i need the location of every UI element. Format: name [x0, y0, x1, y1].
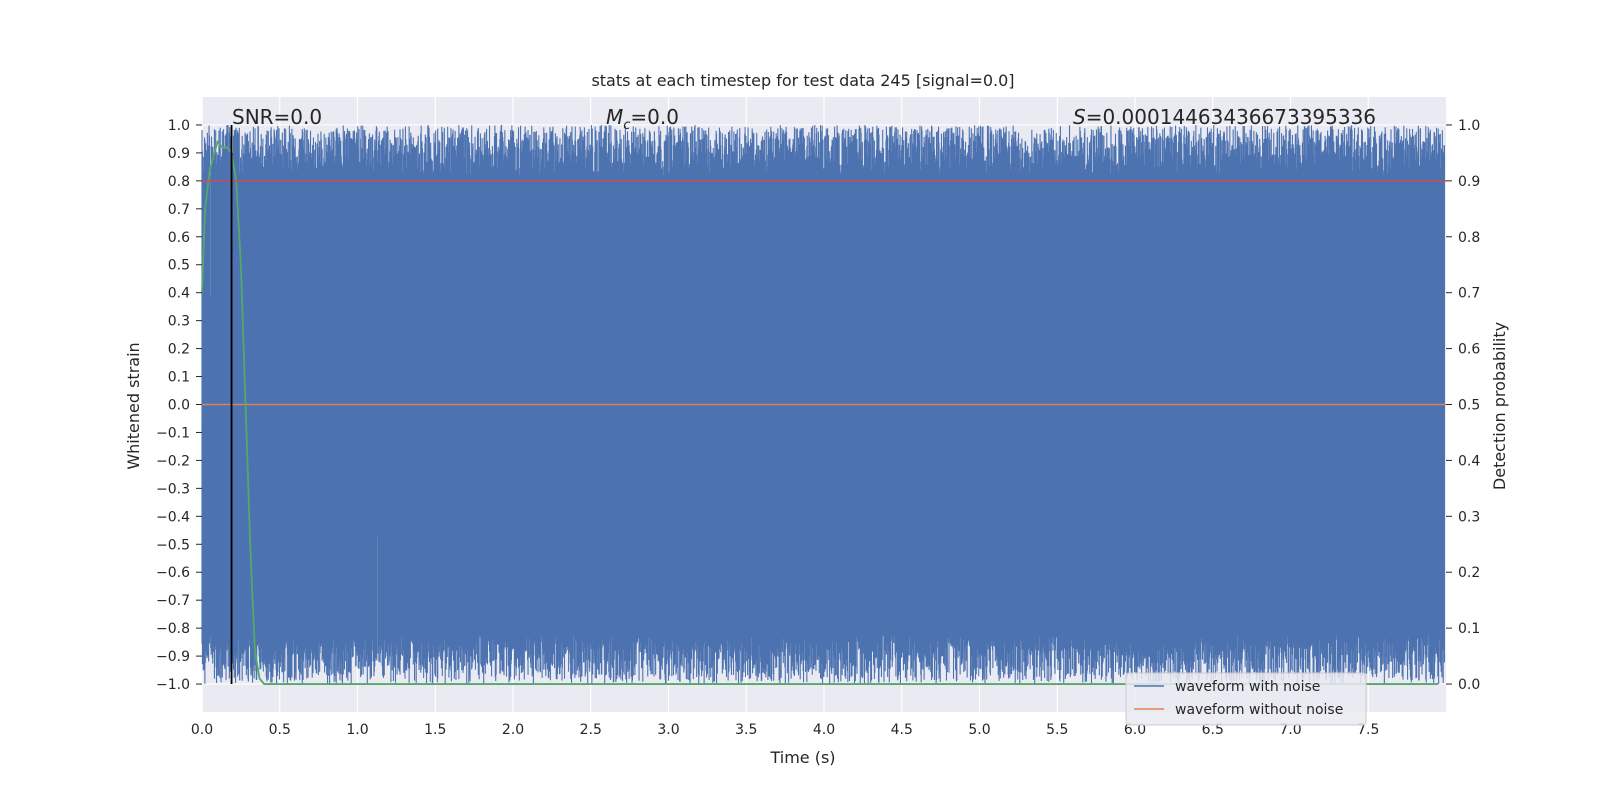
y-tick-label: −1.0 — [156, 677, 190, 693]
x-tick-label: 6.5 — [1202, 722, 1224, 738]
legend: waveform with noise waveform without noi… — [1125, 672, 1367, 726]
y-tick-label: −0.7 — [156, 593, 190, 609]
y2-axis-ticks: 1.0 0.9 0.8 0.7 0.6 0.5 0.4 0.3 0.2 0.1 0.0 — [1446, 118, 1480, 693]
y-tick-label: −0.6 — [156, 565, 190, 581]
y2-tick-label: 0.0 — [1458, 677, 1480, 693]
x-tick-label: 1.0 — [346, 722, 368, 738]
y-tick-label: 0.3 — [168, 314, 190, 330]
detection-probability-line — [201, 139, 1439, 685]
y-axis-label: Whitened strain — [124, 342, 143, 469]
y-axis-ticks: 1.0 0.9 0.8 0.7 0.6 0.5 0.4 0.3 0.2 0.1 0.0 −0.1 −0.… — [156, 118, 202, 693]
x-tick-label: 4.0 — [813, 722, 835, 738]
x-tick-label: 2.0 — [502, 722, 524, 738]
x-tick-label: 4.5 — [891, 722, 913, 738]
chart-title: stats at each timestep for test data 245… — [591, 71, 1014, 90]
y2-tick-label: 0.6 — [1458, 342, 1480, 358]
y-tick-label: 0.2 — [168, 342, 190, 358]
x-axis-label: Time (s) — [769, 748, 835, 767]
y-tick-label: −0.9 — [156, 649, 190, 665]
y-tick-label: −0.5 — [156, 537, 190, 553]
x-tick-label: 1.5 — [424, 722, 446, 738]
s-symbol: S — [1073, 105, 1086, 129]
y-tick-label: 0.4 — [168, 286, 190, 302]
x-tick-label: 0.0 — [191, 722, 213, 738]
mc-annotation: Mc=0.0 — [606, 105, 679, 133]
y2-tick-label: 0.3 — [1458, 509, 1480, 525]
y2-tick-label: 1.0 — [1458, 118, 1480, 134]
legend-label-clean: waveform without noise — [1175, 702, 1343, 718]
x-tick-label: 2.5 — [580, 722, 602, 738]
x-tick-label: 7.0 — [1279, 722, 1301, 738]
y-tick-label: −0.3 — [156, 481, 190, 497]
y2-tick-label: 0.9 — [1458, 174, 1480, 190]
mc-value: =0.0 — [630, 105, 679, 129]
y-tick-label: −0.1 — [156, 425, 190, 441]
y-tick-label: 0.6 — [168, 230, 190, 246]
x-tick-label: 5.5 — [1046, 722, 1068, 738]
y2-tick-label: 0.2 — [1458, 565, 1480, 581]
y-tick-label: 0.0 — [168, 398, 190, 414]
noise-waveform-path — [201, 124, 1445, 685]
x-tick-label: 0.5 — [269, 722, 291, 738]
snr-annotation: SNR=0.0 — [232, 105, 322, 129]
x-tick-label: 3.5 — [735, 722, 757, 738]
mc-subscript: c — [623, 118, 630, 133]
y-tick-label: −0.8 — [156, 621, 190, 637]
y-tick-label: 1.0 — [168, 118, 190, 134]
series-waveform-with-noise — [201, 124, 1445, 685]
x-tick-label: 7.5 — [1357, 722, 1379, 738]
s-annotation: S=0.00014463436673395336 — [1073, 105, 1376, 129]
x-axis-ticks: 0.0 0.5 1.0 1.5 2.0 2.5 3.0 3.5 4.0 4.5 5.0 5.5 6.0 6… — [191, 722, 1380, 738]
y2-tick-label: 0.5 — [1458, 398, 1480, 414]
y-tick-label: 0.9 — [168, 146, 190, 162]
y2-tick-label: 0.4 — [1458, 453, 1480, 469]
y-tick-label: 0.5 — [168, 258, 190, 274]
legend-box — [1125, 672, 1367, 726]
legend-label-noise: waveform with noise — [1175, 679, 1320, 695]
y-tick-label: 0.8 — [168, 174, 190, 190]
y-tick-label: −0.2 — [156, 453, 190, 469]
s-value: =0.00014463436673395336 — [1086, 105, 1376, 129]
x-tick-label: 6.0 — [1124, 722, 1146, 738]
x-tick-label: 5.0 — [968, 722, 990, 738]
y2-tick-label: 0.8 — [1458, 230, 1480, 246]
y2-tick-label: 0.1 — [1458, 621, 1480, 637]
x-tick-label: 3.0 — [657, 722, 679, 738]
y2-axis-label: Detection probability — [1490, 322, 1509, 490]
y-tick-label: −0.4 — [156, 509, 190, 525]
y-tick-label: 0.1 — [168, 370, 190, 386]
y2-tick-label: 0.7 — [1458, 286, 1480, 302]
y-tick-label: 0.7 — [168, 202, 190, 218]
mc-symbol: M — [606, 105, 623, 129]
series-detection-probability — [201, 139, 1439, 685]
